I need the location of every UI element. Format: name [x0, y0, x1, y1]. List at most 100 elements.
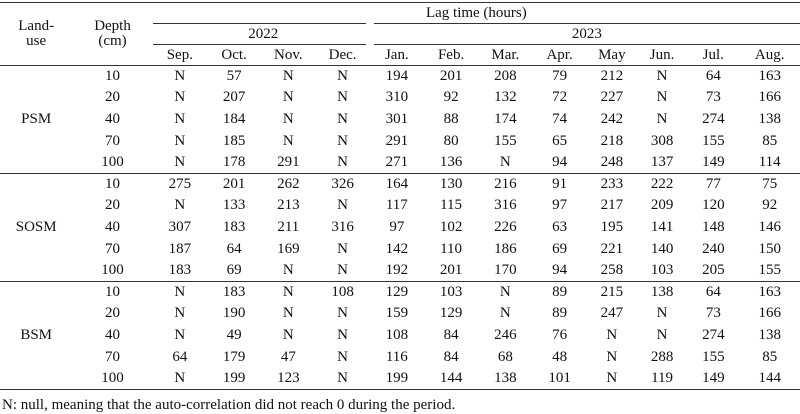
value-cell: N [152, 280, 207, 304]
value-cell: 247 [600, 305, 624, 322]
value-cell: 64 [705, 68, 721, 85]
value-cell: N [337, 240, 349, 257]
value-cell: 288 [650, 348, 674, 365]
value-cell: 184 [222, 110, 246, 127]
value-cell: N [586, 367, 637, 390]
month-header: Jan. [369, 44, 424, 66]
data-row: 100 N 199 123 N 199 144 138 101 N 119 149 144 [0, 367, 800, 390]
value-cell: 201 [439, 68, 463, 85]
value-cell: 316 [331, 218, 354, 235]
value-cell: 166 [758, 89, 781, 106]
value-cell: N [174, 326, 186, 343]
header-cell: Land-use [0, 2, 73, 66]
value-cell: 149 [702, 153, 725, 170]
month-header: Jun. [636, 44, 688, 66]
value-cell: 155 [758, 261, 781, 278]
value-cell: 164 [369, 172, 424, 196]
data-row: 100 N 178 291 N 271 136 N 94 248 137 149 114 [0, 152, 800, 174]
value-cell: N [174, 197, 186, 214]
lag-time-table: Land-use Depth (cm) Lag time (hours) 202… [0, 2, 800, 390]
value-cell: N [656, 89, 668, 106]
value-cell: 326 [315, 172, 370, 196]
data-row: BSM 10 N 183 N 108 129 103 N 89 215 138 64 163 [0, 280, 800, 390]
value-cell: 114 [758, 153, 781, 170]
depth-cell: 10 [105, 68, 121, 85]
value-cell: 68 [497, 348, 513, 365]
value-cell: 102 [439, 218, 463, 235]
value-cell: 117 [385, 197, 408, 214]
value-cell: 195 [600, 218, 624, 235]
value-cell: N [282, 132, 294, 149]
value-cell: 248 [600, 153, 624, 170]
value-cell: 221 [600, 240, 624, 257]
value-cell: 84 [443, 348, 459, 365]
value-cell: 199 [369, 367, 424, 390]
value-cell: 194 [385, 68, 409, 85]
depth-cell: 40 [105, 110, 121, 127]
value-cell: N [282, 305, 294, 322]
value-cell: 301 [385, 110, 409, 127]
value-cell: 47 [280, 348, 296, 365]
value-cell: 115 [440, 197, 463, 214]
value-cell: 190 [222, 305, 246, 322]
value-cell: 88 [443, 110, 459, 127]
value-cell: 183 [168, 261, 192, 278]
value-cell: 63 [552, 218, 568, 235]
value-cell: 101 [532, 367, 587, 390]
value-cell: 222 [636, 172, 688, 196]
value-cell: 132 [494, 89, 517, 106]
value-cell: 136 [439, 153, 463, 170]
value-cell: N [152, 367, 207, 390]
depth-cell: 10 [72, 172, 153, 196]
value-cell: 94 [552, 153, 568, 170]
value-cell: 85 [762, 132, 778, 149]
value-cell: 149 [687, 367, 740, 390]
value-cell: 75 [739, 172, 800, 196]
value-cell: 110 [440, 240, 463, 257]
value-cell: 271 [385, 153, 409, 170]
table-header: Land-use Depth (cm) Lag time (hours) 202… [0, 2, 800, 66]
value-cell: 185 [222, 132, 246, 149]
value-cell: N [656, 68, 668, 85]
value-cell: 209 [650, 197, 674, 214]
data-row: SOSM 10 275 201 262 326 164 130 216 91 233 222 77 75 [0, 172, 800, 282]
value-cell: 274 [702, 110, 725, 127]
footnote: N: null, meaning that the auto-correlati… [2, 397, 456, 413]
month-header: May [586, 44, 637, 66]
value-cell: 79 [552, 68, 568, 85]
value-cell: N [337, 326, 349, 343]
month-header: Nov. [261, 44, 316, 66]
value-cell: 48 [552, 348, 568, 365]
value-cell: N [261, 280, 316, 304]
value-cell: N [282, 261, 294, 278]
value-cell: 233 [586, 172, 637, 196]
value-cell: 262 [261, 172, 316, 196]
value-cell: N [656, 326, 668, 343]
depth-cell: 100 [101, 153, 124, 170]
value-cell: 64 [687, 280, 740, 304]
value-cell: 138 [758, 110, 781, 127]
value-cell: 215 [586, 280, 637, 304]
value-cell: 97 [552, 197, 568, 214]
value-cell: 129 [439, 305, 463, 322]
value-cell: N [337, 132, 349, 149]
value-cell: 307 [168, 218, 192, 235]
value-cell: 89 [552, 305, 568, 322]
month-header: Jul. [687, 44, 740, 66]
data-row: 20 N 133 213 N 117 115 316 97 217 209 120 92 [0, 195, 800, 217]
depth-cell: 40 [105, 326, 121, 343]
depth-cell: 70 [105, 240, 121, 257]
data-row: 40 N 49 N N 108 84 246 76 N N 274 138 [0, 325, 800, 347]
value-cell: 80 [443, 132, 459, 149]
value-cell: 183 [222, 218, 246, 235]
value-cell: 148 [702, 218, 725, 235]
value-cell: 133 [222, 197, 246, 214]
year-row: 2022 2023 [0, 23, 800, 45]
value-cell: 179 [222, 348, 246, 365]
value-cell: N [337, 348, 349, 365]
value-cell: 174 [494, 110, 517, 127]
value-cell: N [499, 153, 511, 170]
data-row: 40 N 184 N N 301 88 174 74 242 N 274 138 [0, 109, 800, 131]
value-cell: N [282, 89, 294, 106]
